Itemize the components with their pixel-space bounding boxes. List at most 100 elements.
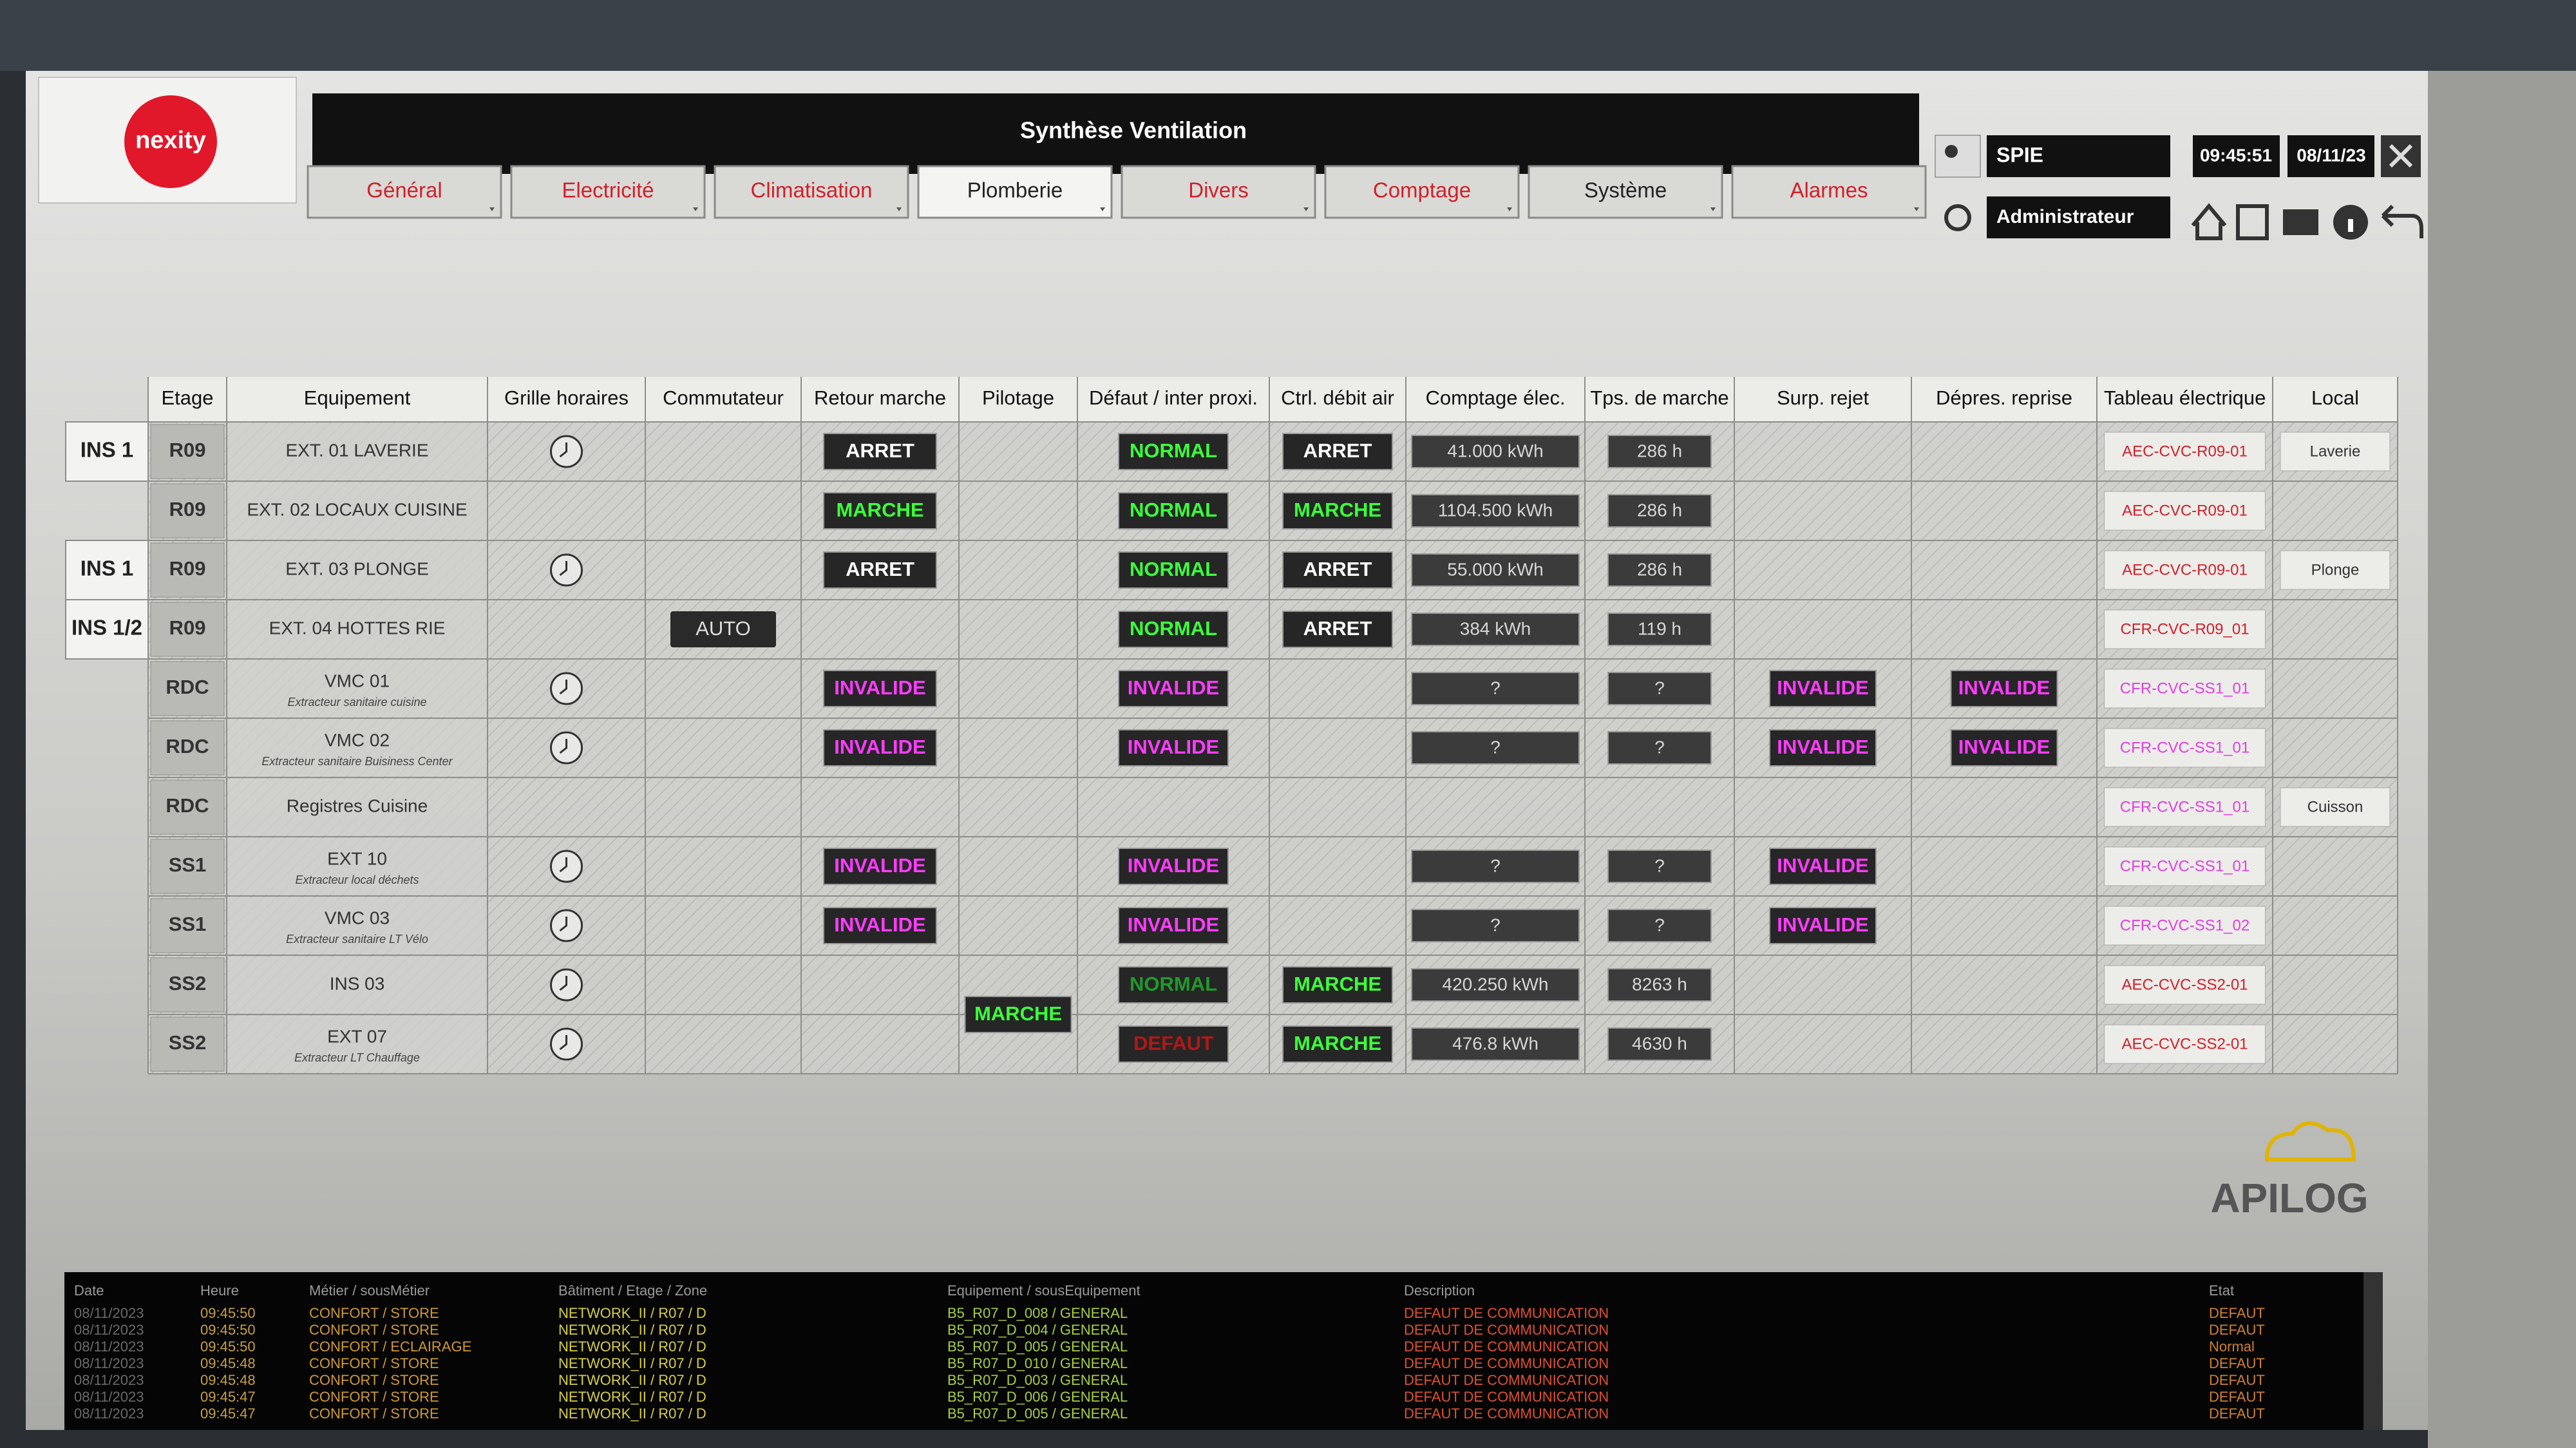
floor-cell bbox=[150, 898, 225, 953]
tab[interactable]: Général bbox=[307, 165, 502, 219]
status-badge: ARRET bbox=[846, 558, 914, 580]
panel-cell[interactable] bbox=[2104, 491, 2266, 531]
column-header: Retour marche bbox=[814, 386, 946, 409]
event-row[interactable]: 08/11/2023 09:45:50 CONFORT / STORE NETWORK… bbox=[74, 1322, 2265, 1338]
tab[interactable]: Alarmes bbox=[1731, 165, 1927, 219]
panel-cell[interactable] bbox=[2104, 728, 2266, 768]
status-badge: MARCHE bbox=[1294, 1032, 1381, 1054]
event-row[interactable]: 08/11/2023 09:45:47 CONFORT / STORE NETWORK… bbox=[74, 1389, 2265, 1405]
tab-label: Système bbox=[1584, 178, 1667, 202]
user-icon-head bbox=[1945, 145, 1958, 158]
equipment-name: EXT 10 bbox=[327, 848, 387, 868]
status-badge: MARCHE bbox=[836, 499, 923, 521]
status-badge: INVALIDE bbox=[834, 676, 925, 699]
status-badge: ? bbox=[1654, 737, 1665, 757]
schedule-icon-hands bbox=[559, 561, 567, 576]
time-box bbox=[2193, 135, 2280, 177]
status-badge: INVALIDE bbox=[1777, 736, 1868, 758]
floor-label: RDC bbox=[166, 735, 209, 757]
user-box bbox=[1987, 135, 2170, 177]
switch-bg[interactable] bbox=[670, 611, 776, 647]
status-badge-bg bbox=[823, 907, 937, 944]
status-badge-bg bbox=[1411, 435, 1580, 468]
status-badge-bg bbox=[1118, 907, 1229, 944]
equipment-name: VMC 03 bbox=[325, 908, 390, 928]
status-badge: INVALIDE bbox=[1777, 913, 1868, 936]
event-cell: 08/11/2023 bbox=[74, 1338, 144, 1355]
event-cell: B5_R07_D_006 / GENERAL bbox=[947, 1389, 1128, 1405]
tab-bg bbox=[307, 165, 502, 219]
status-badge: ? bbox=[1654, 915, 1665, 935]
panel-label: AEC-CVC-SS2-01 bbox=[2121, 976, 2248, 993]
tab[interactable]: Electricité bbox=[510, 165, 706, 219]
status-badge: INVALIDE bbox=[1958, 676, 2050, 699]
equipment-name: EXT 07 bbox=[327, 1026, 387, 1046]
tab[interactable]: Système bbox=[1528, 165, 1723, 219]
edit-icon[interactable] bbox=[2236, 204, 2269, 240]
tab-dropdown bbox=[1507, 207, 1512, 211]
event-cell: NETWORK_II / R07 / D bbox=[558, 1372, 706, 1388]
back-icon[interactable] bbox=[2381, 204, 2423, 238]
tab[interactable]: Comptage bbox=[1324, 165, 1520, 219]
floor-cell bbox=[150, 424, 225, 479]
column-header: Commutateur bbox=[663, 386, 784, 409]
panel-cell[interactable] bbox=[2104, 965, 2266, 1005]
schedule-icon-hands bbox=[559, 1035, 567, 1051]
status-badge-bg bbox=[823, 492, 937, 529]
tab-label: Climatisation bbox=[751, 178, 873, 202]
tab[interactable]: Plomberie bbox=[917, 165, 1113, 219]
settings-icon[interactable] bbox=[1944, 204, 1971, 231]
panel-cell[interactable] bbox=[2104, 787, 2266, 827]
status-badge: INVALIDE bbox=[834, 736, 925, 758]
status-badge: ? bbox=[1654, 855, 1665, 875]
status-badge: ? bbox=[1490, 737, 1501, 757]
date-box bbox=[2287, 135, 2374, 177]
column-header: Comptage élec. bbox=[1425, 386, 1565, 409]
column-header: Grille horaires bbox=[504, 386, 629, 409]
close-button[interactable] bbox=[2381, 135, 2421, 177]
floor-label: RDC bbox=[166, 794, 209, 817]
event-cell: B5_R07_D_010 / GENERAL bbox=[947, 1355, 1128, 1371]
status-badge-bg bbox=[1282, 433, 1393, 470]
panel-cell[interactable] bbox=[2104, 669, 2266, 709]
table-row: RDC VMC 02 Extracteur sanitaire Buisiness … bbox=[148, 719, 2398, 778]
event-row[interactable]: 08/11/2023 09:45:48 CONFORT / STORE NETWORK… bbox=[74, 1372, 2265, 1388]
event-row[interactable]: 08/11/2023 09:45:48 CONFORT / STORE NETWORK… bbox=[74, 1355, 2265, 1371]
table-row: SS1 EXT 10 Extracteur local déchets INVALID… bbox=[148, 838, 2398, 897]
tab[interactable]: Divers bbox=[1121, 165, 1316, 219]
event-row[interactable]: 08/11/2023 09:45:50 CONFORT / ECLAIRAGE NET… bbox=[74, 1338, 2255, 1355]
status-badge: 8263 h bbox=[1632, 974, 1687, 994]
home-icon[interactable] bbox=[2191, 203, 2227, 240]
event-row[interactable]: 08/11/2023 09:45:47 CONFORT / STORE NETWORK… bbox=[74, 1405, 2265, 1422]
column-header: Pilotage bbox=[982, 386, 1054, 409]
tab-label: Comptage bbox=[1373, 178, 1471, 202]
table-row: R09 EXT. 02 LOCAUX CUISINE MARCHE NORMAL MAR… bbox=[148, 482, 2398, 541]
user-name: SPIE bbox=[1996, 143, 2043, 166]
panel-cell[interactable] bbox=[2104, 906, 2266, 946]
panel-cell[interactable] bbox=[2104, 609, 2266, 649]
status-badge-bg bbox=[1411, 553, 1580, 587]
panel-label: AEC-CVC-SS2-01 bbox=[2121, 1035, 2248, 1053]
panel-cell[interactable] bbox=[2104, 846, 2266, 886]
title-bar bbox=[312, 93, 1919, 174]
schedule-icon-hands bbox=[559, 443, 567, 458]
event-row[interactable]: 08/11/2023 09:45:50 CONFORT / STORE NETWORK… bbox=[74, 1305, 2265, 1321]
print-icon[interactable] bbox=[2283, 209, 2318, 235]
role-box bbox=[1987, 196, 2170, 238]
event-cell: DEFAUT DE COMMUNICATION bbox=[1404, 1305, 1609, 1321]
panel-cell[interactable] bbox=[2104, 432, 2266, 472]
status-badge: NORMAL bbox=[1130, 499, 1217, 521]
equipment-detail: Extracteur sanitaire cuisine bbox=[287, 696, 426, 709]
user-icon[interactable] bbox=[1935, 135, 1981, 178]
tab-dropdown bbox=[489, 207, 495, 211]
tab[interactable]: Climatisation bbox=[714, 165, 909, 219]
event-column-header: Etat bbox=[2209, 1282, 2234, 1299]
event-scrollbar[interactable] bbox=[2363, 1272, 2383, 1430]
clock-date: 08/11/23 bbox=[2297, 145, 2365, 165]
panel-label: AEC-CVC-R09-01 bbox=[2122, 561, 2248, 578]
panel-cell[interactable] bbox=[2104, 550, 2266, 590]
brand-icon bbox=[2264, 1121, 2356, 1161]
panel-cell[interactable] bbox=[2104, 1024, 2266, 1064]
status-badge-bg bbox=[1118, 848, 1229, 885]
